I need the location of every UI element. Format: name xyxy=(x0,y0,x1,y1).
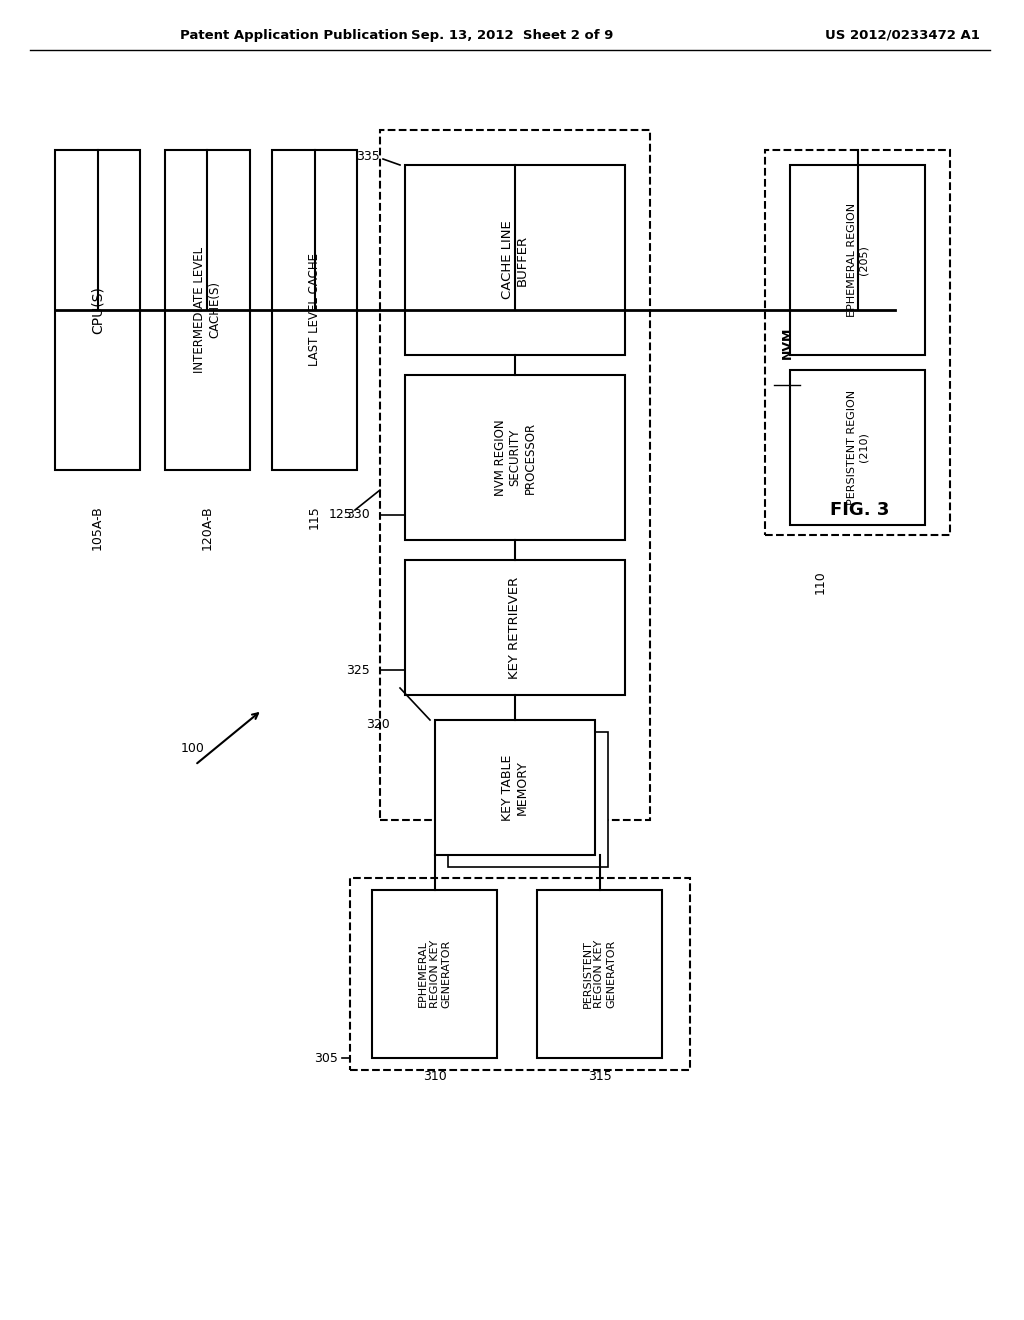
Text: 120A-B: 120A-B xyxy=(201,506,214,549)
Text: EPHEMERAL
REGION KEY
GENERATOR: EPHEMERAL REGION KEY GENERATOR xyxy=(418,940,452,1008)
Text: Patent Application Publication: Patent Application Publication xyxy=(180,29,408,41)
Bar xyxy=(272,150,357,470)
Text: FIG. 3: FIG. 3 xyxy=(830,502,890,519)
Bar xyxy=(372,890,497,1059)
Bar xyxy=(790,370,925,525)
Text: NVM: NVM xyxy=(780,326,794,359)
Bar xyxy=(350,878,690,1071)
Text: CACHE LINE
BUFFER: CACHE LINE BUFFER xyxy=(501,220,529,300)
Bar xyxy=(435,719,595,855)
Text: 330: 330 xyxy=(346,508,370,521)
Text: EPHEMERAL REGION
(205): EPHEMERAL REGION (205) xyxy=(847,203,868,317)
Text: Sep. 13, 2012  Sheet 2 of 9: Sep. 13, 2012 Sheet 2 of 9 xyxy=(411,29,613,41)
Text: INTERMEDIATE LEVEL
CACHE(S): INTERMEDIATE LEVEL CACHE(S) xyxy=(194,247,221,374)
Text: PERSISTENT REGION
(210): PERSISTENT REGION (210) xyxy=(847,389,868,506)
Text: 315: 315 xyxy=(588,1069,611,1082)
Text: 110: 110 xyxy=(813,570,826,594)
Bar xyxy=(55,150,140,470)
Bar xyxy=(380,129,650,820)
Bar xyxy=(790,165,925,355)
Text: CPU(S): CPU(S) xyxy=(90,286,104,334)
Bar xyxy=(406,375,625,540)
Text: 105A-B: 105A-B xyxy=(91,506,104,549)
Text: NVM REGION
SECURITY
PROCESSOR: NVM REGION SECURITY PROCESSOR xyxy=(494,420,537,496)
Text: KEY RETRIEVER: KEY RETRIEVER xyxy=(509,577,521,678)
Text: PERSISTENT
REGION KEY
GENERATOR: PERSISTENT REGION KEY GENERATOR xyxy=(583,940,616,1008)
Text: 100: 100 xyxy=(181,742,205,755)
Bar xyxy=(406,560,625,696)
Text: KEY TABLE
MEMORY: KEY TABLE MEMORY xyxy=(501,754,529,821)
Text: 310: 310 xyxy=(423,1069,446,1082)
Bar xyxy=(447,733,608,867)
Text: 325: 325 xyxy=(346,664,370,676)
Text: 335: 335 xyxy=(356,150,380,164)
Bar xyxy=(165,150,250,470)
Bar xyxy=(537,890,662,1059)
Text: 125: 125 xyxy=(329,508,352,521)
Bar xyxy=(765,150,950,535)
Text: 320: 320 xyxy=(367,718,390,731)
Text: US 2012/0233472 A1: US 2012/0233472 A1 xyxy=(825,29,980,41)
Text: LAST LEVEL CACHE: LAST LEVEL CACHE xyxy=(308,253,321,367)
Text: 115: 115 xyxy=(308,506,321,529)
Text: 305: 305 xyxy=(314,1052,338,1064)
Bar xyxy=(406,165,625,355)
